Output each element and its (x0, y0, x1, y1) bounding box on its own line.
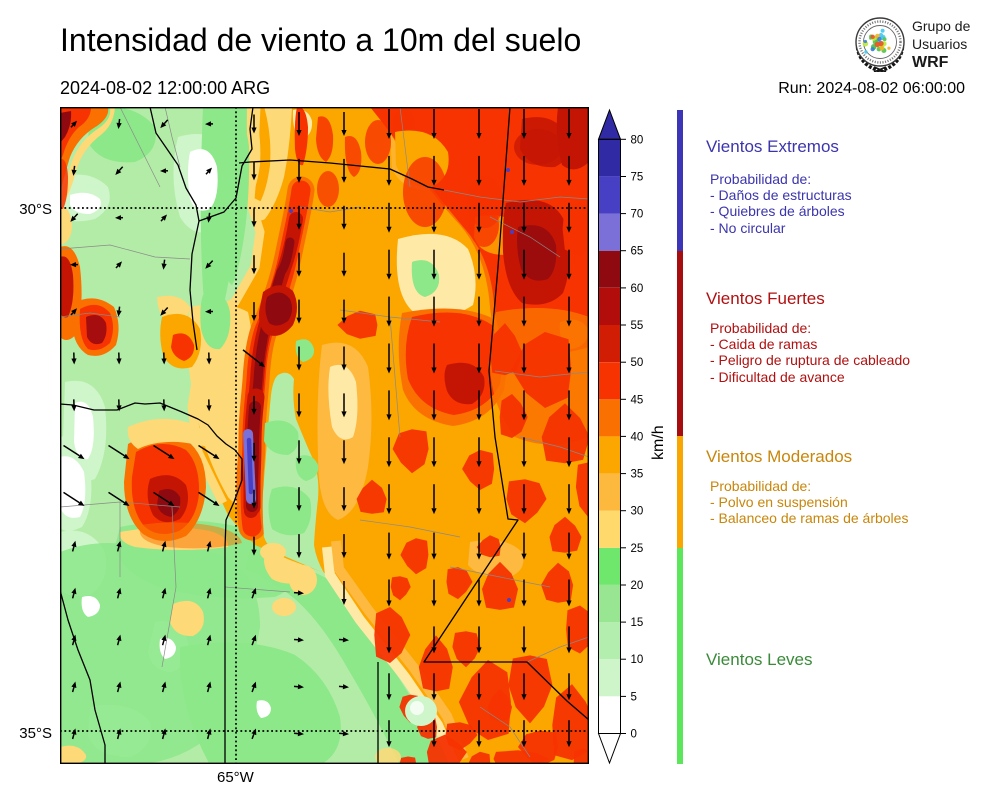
svg-text:60: 60 (631, 283, 644, 295)
svg-text:0: 0 (631, 729, 637, 741)
svg-text:5: 5 (631, 691, 637, 703)
svg-text:65: 65 (631, 246, 644, 258)
svg-text:km/h: km/h (650, 425, 667, 460)
svg-text:45: 45 (631, 394, 644, 406)
svg-text:20: 20 (631, 580, 644, 592)
svg-text:55: 55 (631, 320, 644, 332)
svg-text:35: 35 (631, 469, 644, 481)
svg-text:40: 40 (631, 431, 644, 443)
svg-text:80: 80 (631, 134, 644, 146)
svg-text:50: 50 (631, 357, 644, 369)
svg-text:10: 10 (631, 654, 644, 666)
svg-text:75: 75 (631, 172, 644, 184)
svg-text:30: 30 (631, 506, 644, 518)
svg-text:25: 25 (631, 543, 644, 555)
svg-text:15: 15 (631, 617, 644, 629)
svg-text:70: 70 (631, 209, 644, 221)
